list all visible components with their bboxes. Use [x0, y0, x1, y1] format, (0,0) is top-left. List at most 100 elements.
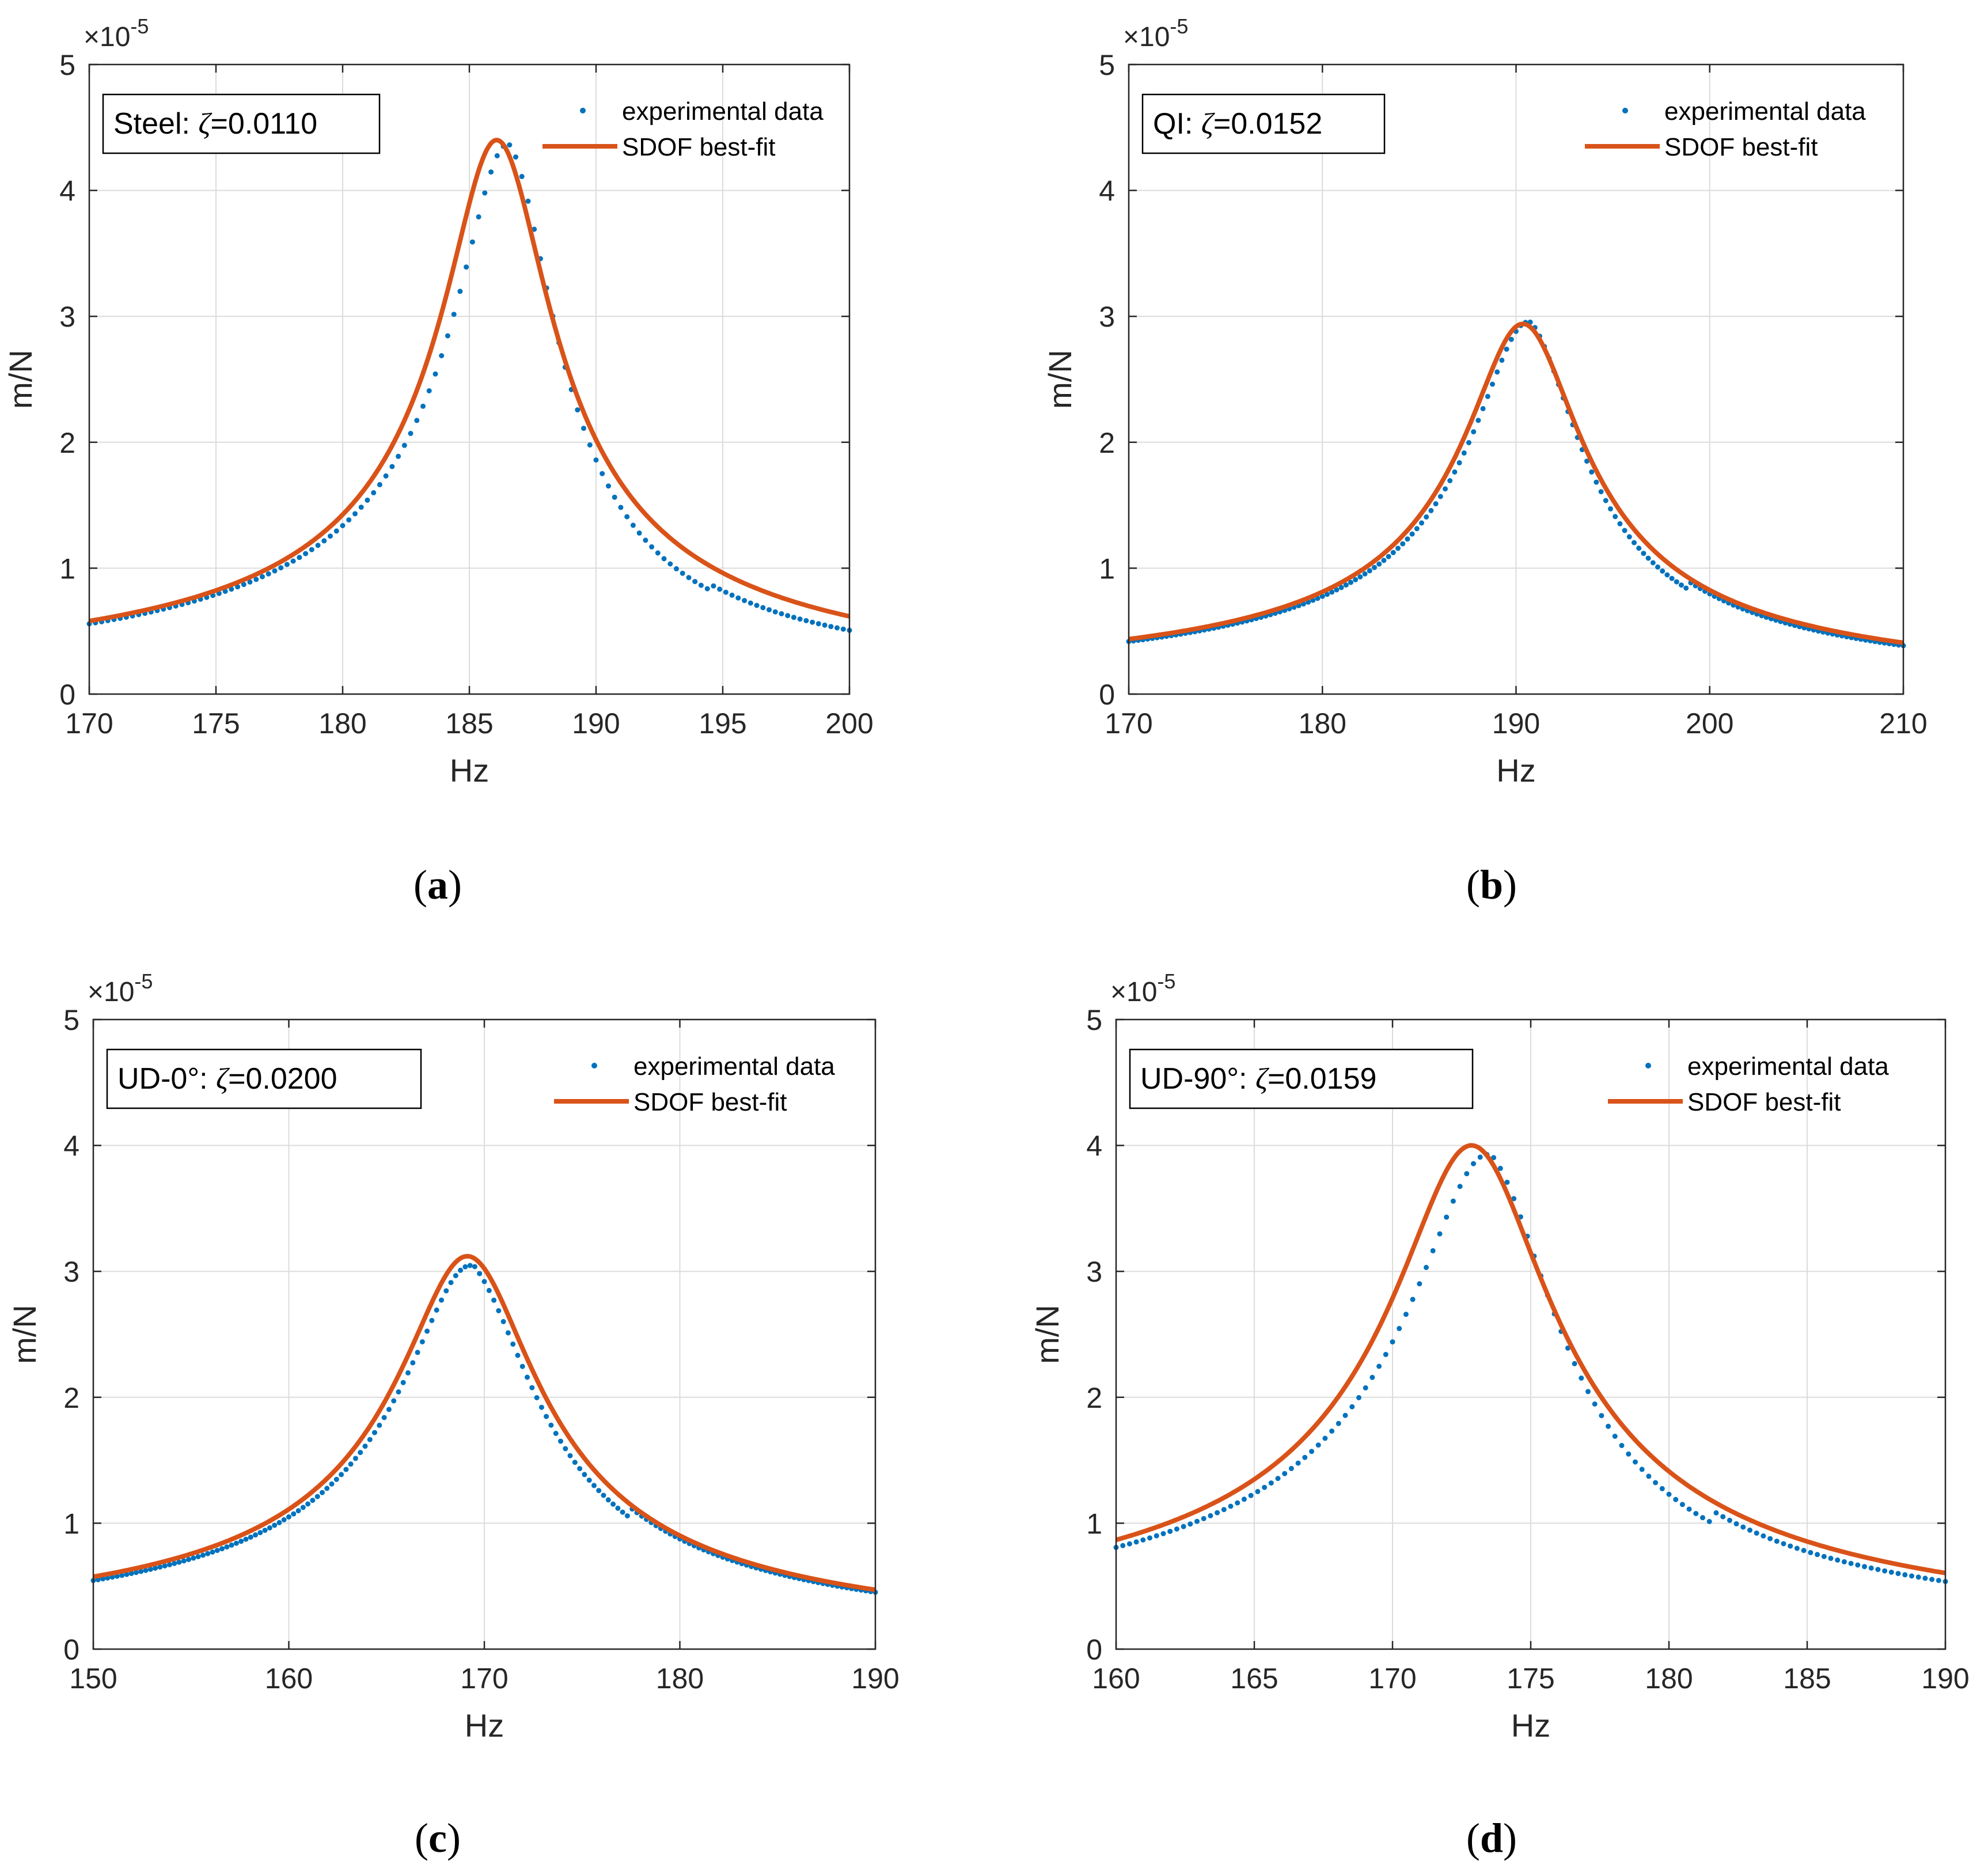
annotation-value: =0.0200	[228, 1062, 337, 1096]
data-point	[291, 1511, 297, 1517]
data-point	[1909, 1573, 1914, 1579]
data-point	[1383, 1352, 1388, 1357]
data-point	[320, 1490, 325, 1495]
data-point	[1584, 459, 1589, 464]
data-point	[176, 1559, 182, 1565]
data-point	[1376, 1363, 1382, 1369]
data-point	[558, 1438, 563, 1444]
data-point	[1815, 1552, 1820, 1558]
data-point	[1120, 1543, 1126, 1548]
data-point	[1397, 1325, 1402, 1331]
data-point	[243, 1536, 249, 1542]
data-point	[610, 1501, 616, 1507]
data-point	[618, 505, 624, 510]
data-point	[1747, 1528, 1752, 1533]
data-point	[1645, 555, 1651, 561]
data-point	[1646, 1473, 1652, 1479]
annotation-zeta-symbol: ζ	[1255, 1063, 1269, 1096]
legend-label-experimental: experimental data	[1664, 97, 1866, 126]
data-point	[143, 1567, 149, 1573]
data-point	[1461, 450, 1467, 456]
data-point	[346, 517, 352, 523]
data-point	[340, 523, 346, 528]
data-point	[1437, 494, 1443, 499]
data-point	[1395, 545, 1401, 551]
data-point	[1181, 1524, 1186, 1529]
data-point	[297, 555, 302, 560]
data-point	[1367, 568, 1372, 574]
data-point	[405, 1370, 411, 1376]
y-tick-label: 2	[59, 427, 75, 459]
data-point	[1262, 1484, 1268, 1490]
data-point	[420, 403, 426, 409]
panel-caption: (a)	[413, 862, 462, 908]
data-point	[1774, 1539, 1780, 1544]
data-point	[358, 505, 364, 510]
data-point	[1617, 521, 1623, 526]
x-axis-label: Hz	[1496, 752, 1535, 789]
annotation-value: =0.0110	[210, 107, 317, 141]
data-point	[1706, 1519, 1712, 1524]
data-point	[462, 1264, 468, 1270]
data-point	[1228, 1503, 1234, 1509]
data-point	[1477, 1154, 1483, 1160]
x-axis-label: Hz	[1511, 1707, 1550, 1744]
y-exponent-power: -5	[134, 969, 153, 993]
data-point	[1767, 1536, 1773, 1541]
data-point	[544, 1414, 549, 1419]
y-tick-label: 4	[59, 175, 75, 207]
data-point	[1466, 440, 1471, 445]
legend-label-fit: SDOF best-fit	[1664, 133, 1818, 161]
data-point	[333, 528, 339, 534]
data-point	[1592, 1401, 1598, 1407]
y-exponent-base: ×10	[1110, 977, 1157, 1007]
data-point	[680, 570, 685, 576]
data-point	[1160, 1531, 1166, 1536]
data-point	[1336, 1420, 1341, 1426]
data-point	[748, 600, 753, 606]
data-point	[529, 1385, 535, 1390]
data-point	[698, 582, 704, 588]
data-point	[667, 561, 673, 567]
y-exponent: ×10-5	[1123, 14, 1188, 52]
caption-letter: b	[1480, 862, 1503, 908]
data-point	[1363, 1385, 1368, 1390]
data-point	[1414, 526, 1420, 532]
data-point	[735, 595, 741, 601]
data-point	[314, 1494, 320, 1499]
data-point	[1848, 1560, 1854, 1566]
data-point	[1686, 1506, 1692, 1512]
data-point	[1589, 469, 1595, 475]
data-point	[1579, 1376, 1584, 1381]
data-point	[606, 483, 611, 489]
annotation-text: Steel: ζ=0.0110	[113, 107, 317, 141]
panels-group: 170 175 180 185 190 195 200012345×10-5Hzm/NSte…	[2, 14, 1970, 1861]
data-point	[1902, 1572, 1908, 1578]
data-point	[284, 562, 290, 567]
data-point	[186, 1556, 192, 1562]
data-point	[1781, 1541, 1786, 1547]
data-point	[1727, 1517, 1732, 1523]
data-point	[742, 598, 748, 604]
data-point	[1599, 1413, 1604, 1419]
data-point	[396, 1389, 401, 1395]
data-point	[674, 566, 679, 571]
data-point	[525, 198, 531, 204]
data-point	[1882, 1568, 1888, 1574]
data-point	[219, 1546, 225, 1552]
data-point	[686, 575, 692, 581]
data-point	[109, 1574, 115, 1580]
data-point	[482, 190, 488, 196]
data-point	[587, 442, 593, 448]
y-tick-label: 1	[1099, 552, 1115, 585]
data-point	[1241, 1496, 1247, 1502]
data-point	[1622, 528, 1627, 533]
data-point	[1255, 1488, 1261, 1494]
data-point	[1504, 1180, 1510, 1185]
annotation-prefix: UD-90°:	[1140, 1062, 1255, 1096]
annotation-box	[102, 93, 381, 154]
x-tick-label: 190	[572, 707, 620, 740]
data-point	[1613, 514, 1618, 520]
panel-a: 170 175 180 185 190 195 200 0 1 2 3 4 5 ×10-5 Hz m/N Ste…	[2, 14, 874, 908]
